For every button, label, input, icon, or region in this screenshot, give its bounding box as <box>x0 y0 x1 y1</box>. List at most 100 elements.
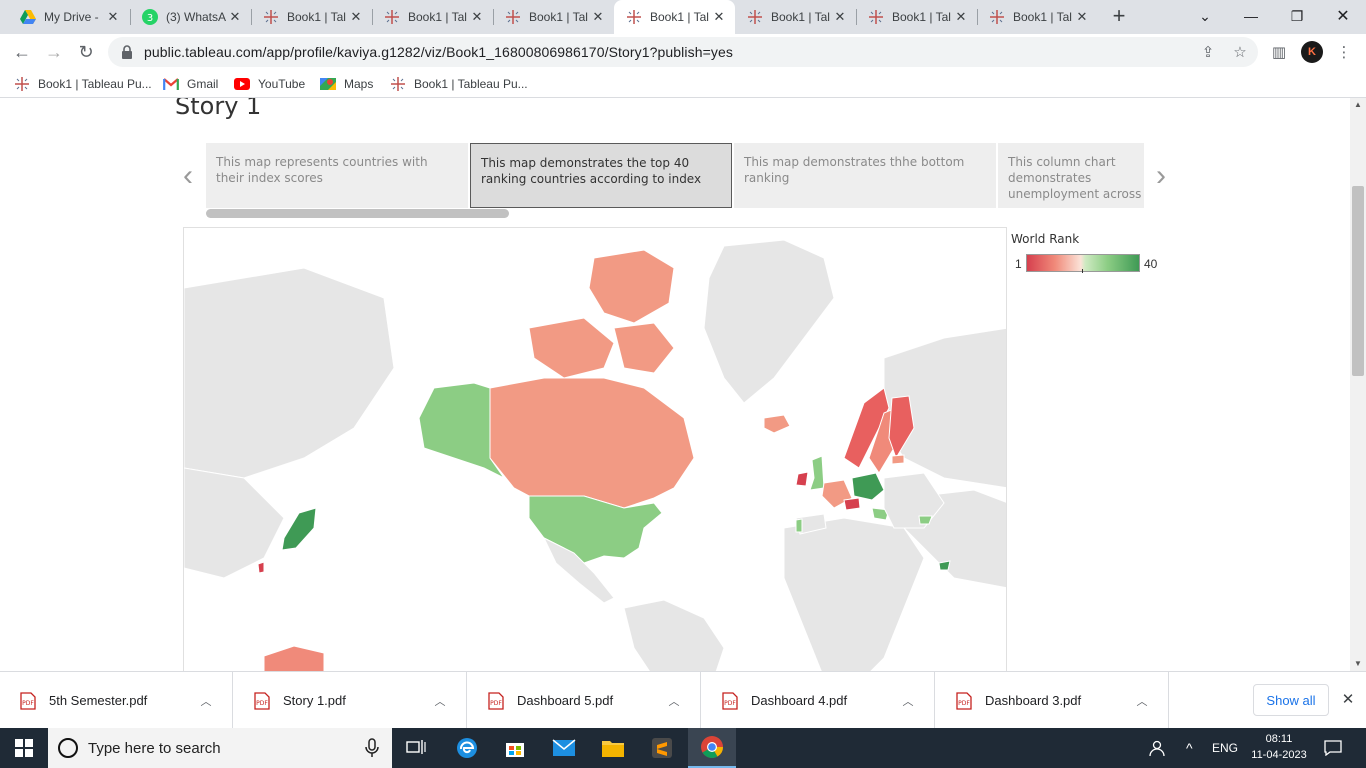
download-item[interactable]: PDF Story 1.pdf ︿ <box>234 672 467 729</box>
bookmark-gmail[interactable]: Gmail <box>163 75 218 93</box>
bookmark-tableau-2[interactable]: Book1 | Tableau Pu... <box>390 75 528 93</box>
tab-book1-7[interactable]: Book1 | Tal ✕ <box>977 0 1098 34</box>
tab-book1-active[interactable]: Book1 | Tal ✕ <box>614 0 735 34</box>
microsoft-store-icon[interactable] <box>491 728 539 768</box>
map-region-canada-islands <box>588 249 675 324</box>
new-tab-button[interactable]: + <box>1112 3 1126 28</box>
share-icon[interactable]: ⇪ <box>1201 44 1215 61</box>
tab-title: Book1 | Tal <box>650 10 709 24</box>
bookmark-tableau-1[interactable]: Book1 | Tableau Pu... <box>14 75 152 93</box>
close-icon[interactable]: ✕ <box>955 9 967 24</box>
minimize-button[interactable]: — <box>1244 8 1258 24</box>
bookmark-label: Maps <box>344 77 374 91</box>
reload-button[interactable]: ↻ <box>78 41 94 62</box>
taskbar-search-box[interactable]: Type here to search <box>48 728 392 768</box>
clock-date: 11-04-2023 <box>1251 749 1307 761</box>
download-item[interactable]: PDF Dashboard 5.pdf ︿ <box>468 672 701 729</box>
show-all-downloads-button[interactable]: Show all <box>1253 684 1329 716</box>
scrollbar-thumb[interactable] <box>1352 186 1364 376</box>
menu-icon[interactable]: ⋮ <box>1336 44 1352 61</box>
previous-story-point-icon[interactable]: ‹ <box>183 159 193 192</box>
chrome-icon[interactable] <box>688 728 736 768</box>
story-point-4[interactable]: This column chart demonstrates unemploym… <box>998 143 1144 208</box>
download-item[interactable]: PDF Dashboard 3.pdf ︿ <box>936 672 1169 729</box>
bookmark-youtube[interactable]: YouTube <box>234 75 305 93</box>
clock-time: 08:11 <box>1265 733 1293 745</box>
windows-start-icon[interactable] <box>0 728 48 768</box>
tableau-icon <box>505 9 521 25</box>
tab-title: Book1 | Tal <box>529 10 588 24</box>
chevron-up-icon[interactable]: ︿ <box>1136 695 1148 708</box>
side-panel-icon[interactable]: ▥ <box>1271 44 1287 61</box>
microphone-icon[interactable] <box>364 738 380 758</box>
tab-book1-2[interactable]: Book1 | Tal ✕ <box>372 0 493 34</box>
bookmark-maps[interactable]: Maps <box>320 75 373 93</box>
chevron-up-icon[interactable]: ︿ <box>434 695 446 708</box>
tray-chevron-up-icon[interactable]: ^ <box>1186 740 1193 756</box>
tab-whatsapp[interactable]: 3 (3) WhatsA ✕ <box>130 0 251 34</box>
tab-book1-1[interactable]: Book1 | Tal ✕ <box>251 0 372 34</box>
people-icon[interactable] <box>1148 728 1166 768</box>
edge-browser-icon[interactable] <box>443 728 491 768</box>
task-view-icon[interactable] <box>392 728 440 768</box>
bookmark-star-icon[interactable]: ☆ <box>1233 44 1247 61</box>
tab-search-chevron-icon[interactable]: ⌄ <box>1199 7 1211 24</box>
map-region-austria <box>871 507 890 521</box>
profile-avatar[interactable]: K <box>1301 41 1323 63</box>
system-clock[interactable]: 08:11 11-04-2023 <box>1244 731 1314 763</box>
map-region-asia-west <box>184 267 395 479</box>
windows-taskbar: Type here to search ^ ENG 08:11 11-04-20… <box>0 728 1366 768</box>
tableau-icon <box>868 9 884 25</box>
tab-book1-5[interactable]: Book1 | Tal ✕ <box>735 0 856 34</box>
close-downloads-icon[interactable]: ✕ <box>1341 691 1355 708</box>
back-button[interactable]: ← <box>13 41 31 62</box>
sublime-text-icon[interactable] <box>638 728 686 768</box>
close-icon[interactable]: ✕ <box>350 9 362 24</box>
google-drive-icon <box>20 9 36 25</box>
story-scrollbar-thumb[interactable] <box>206 209 509 218</box>
page-scrollbar[interactable]: ▲ ▼ <box>1350 98 1366 671</box>
map-region-australia <box>263 645 325 671</box>
chevron-up-icon[interactable]: ︿ <box>902 695 914 708</box>
tab-book1-3[interactable]: Book1 | Tal ✕ <box>493 0 614 34</box>
download-item[interactable]: PDF 5th Semester.pdf ︿ <box>0 672 233 729</box>
map-region-germany <box>851 472 885 501</box>
close-icon[interactable]: ✕ <box>229 9 241 24</box>
map-region-black-sea-state <box>918 515 933 525</box>
story-point-3[interactable]: This map demonstrates thhe bottom rankin… <box>734 143 996 208</box>
svg-text:3: 3 <box>147 13 153 24</box>
close-window-button[interactable]: ✕ <box>1336 8 1350 25</box>
close-icon[interactable]: ✕ <box>713 9 725 24</box>
address-bar[interactable]: public.tableau.com/app/profile/kaviya.g1… <box>108 37 1258 67</box>
tableau-icon <box>384 9 400 25</box>
scroll-up-icon[interactable]: ▲ <box>1354 100 1362 109</box>
world-rank-map[interactable] <box>183 227 1007 671</box>
close-icon[interactable]: ✕ <box>592 9 604 24</box>
scroll-down-icon[interactable]: ▼ <box>1354 659 1362 668</box>
mail-icon[interactable] <box>540 728 588 768</box>
story-title: Story 1 <box>175 98 262 120</box>
chevron-up-icon[interactable]: ︿ <box>668 695 680 708</box>
svg-text:PDF: PDF <box>958 700 970 707</box>
language-indicator[interactable]: ENG <box>1212 741 1239 755</box>
notifications-icon[interactable] <box>1324 728 1342 768</box>
download-item[interactable]: PDF Dashboard 4.pdf ︿ <box>702 672 935 729</box>
downloads-bar: PDF 5th Semester.pdf ︿ PDF Story 1.pdf ︿… <box>0 671 1366 729</box>
next-story-point-icon[interactable]: › <box>1156 159 1166 192</box>
bookmark-label: YouTube <box>258 77 306 91</box>
story-point-1[interactable]: This map represents countries with their… <box>206 143 468 208</box>
close-icon[interactable]: ✕ <box>1076 9 1088 24</box>
tableau-icon <box>390 76 406 92</box>
restore-button[interactable]: ❐ <box>1290 7 1304 24</box>
close-icon[interactable]: ✕ <box>107 9 119 24</box>
map-region-portugal <box>795 518 803 533</box>
tab-google-drive[interactable]: My Drive - ✕ <box>8 0 129 34</box>
forward-button[interactable]: → <box>45 41 63 62</box>
chevron-up-icon[interactable]: ︿ <box>200 695 212 708</box>
file-explorer-icon[interactable] <box>589 728 637 768</box>
close-icon[interactable]: ✕ <box>834 9 846 24</box>
tab-title: Book1 | Tal <box>1013 10 1072 24</box>
close-icon[interactable]: ✕ <box>471 9 483 24</box>
tab-book1-6[interactable]: Book1 | Tal ✕ <box>856 0 977 34</box>
story-point-2[interactable]: This map demonstrates the top 40 ranking… <box>470 143 732 208</box>
